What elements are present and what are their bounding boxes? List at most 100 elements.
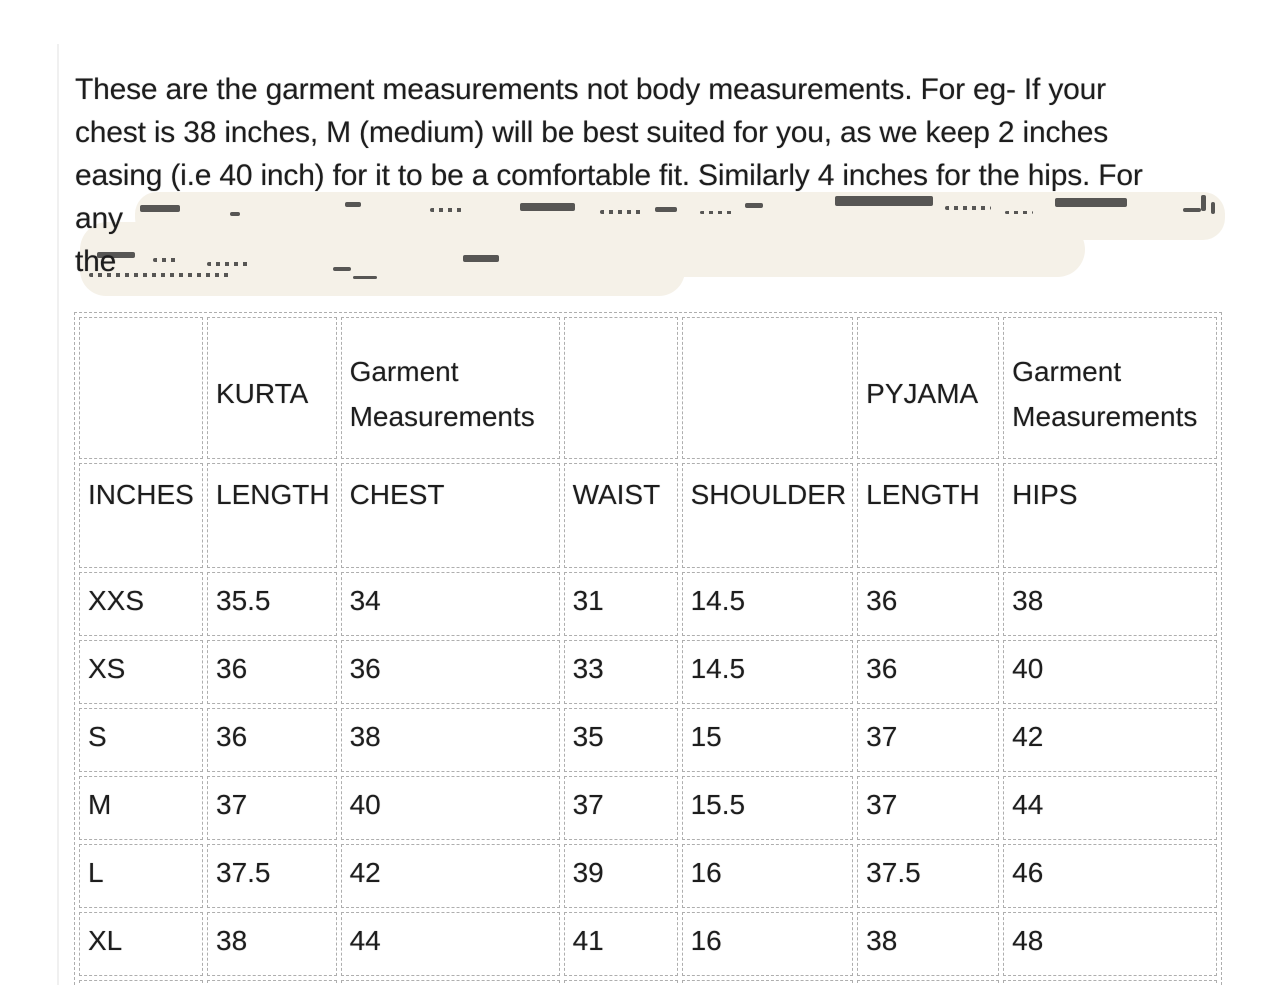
paragraph-line-4-redacted: any	[75, 197, 1205, 240]
size-label: S	[79, 708, 203, 772]
redaction-mark	[700, 211, 732, 214]
shoulder-value: 16	[681, 912, 854, 976]
redaction-mark	[97, 252, 135, 258]
size-row-xl: XL 38 44 41 16 38 48	[79, 912, 1218, 976]
kurta-length-value: 36	[207, 640, 337, 704]
kurta-length-value: 35.5	[207, 572, 337, 636]
waist-value: 39	[563, 844, 678, 908]
redaction-mark	[945, 206, 991, 210]
redaction-blob	[80, 238, 685, 296]
shoulder-value: 15	[681, 708, 854, 772]
redaction-mark	[1201, 195, 1206, 211]
paragraph-line-3: easing (i.e 40 inch) for it to be a comf…	[75, 159, 1143, 192]
kurta-group-header: KURTA	[207, 317, 337, 459]
column-header: SHOULDER	[681, 463, 854, 568]
waist-value: 33	[563, 640, 678, 704]
redaction-mark	[1183, 208, 1201, 212]
redaction-mark	[430, 208, 462, 212]
size-label: XL	[79, 912, 203, 976]
redaction-mark	[207, 262, 249, 266]
redaction-mark	[89, 273, 231, 277]
redaction-mark	[353, 276, 377, 279]
column-header: LENGTH	[207, 463, 337, 568]
redaction-mark	[333, 267, 351, 271]
redaction-mark	[1055, 198, 1127, 207]
chest-value: 46	[340, 980, 560, 985]
pyjama-length-value: 38	[857, 912, 1000, 976]
chest-value: 40	[340, 776, 560, 840]
column-header: INCHES	[79, 463, 203, 568]
column-header: LENGTH	[857, 463, 1000, 568]
chest-value: 44	[340, 912, 560, 976]
pyjama-length-value: 38	[857, 980, 1000, 985]
paragraph-line-1: These are the garment measurements not b…	[75, 73, 1106, 106]
pyjama-length-value: 37	[857, 776, 1000, 840]
hips-value: 38	[1003, 572, 1218, 636]
waist-value: 31	[563, 572, 678, 636]
chest-value: 36	[340, 640, 560, 704]
hips-value: 50	[1003, 980, 1218, 985]
paragraph-line-5-redacted: the	[75, 240, 1205, 283]
pyjama-length-value: 37	[857, 708, 1000, 772]
size-label: XXL	[79, 980, 203, 985]
size-label: XS	[79, 640, 203, 704]
size-row-xs: XS 36 36 33 14.5 36 40	[79, 640, 1218, 704]
hips-value: 48	[1003, 912, 1218, 976]
redaction-mark	[745, 203, 763, 208]
pyjama-length-value: 37.5	[857, 844, 1000, 908]
shoulder-value: 16.5	[681, 980, 854, 985]
size-label: L	[79, 844, 203, 908]
waist-value: 41	[563, 912, 678, 976]
pyjama-group-header: PYJAMA	[857, 317, 1000, 459]
hips-value: 40	[1003, 640, 1218, 704]
description-paragraph: These are the garment measurements not b…	[75, 68, 1225, 296]
hips-value: 46	[1003, 844, 1218, 908]
redacted-line-fragment: any	[75, 202, 123, 235]
empty-cell	[563, 317, 678, 459]
redaction-mark	[655, 207, 677, 212]
column-header: WAIST	[563, 463, 678, 568]
shoulder-value: 14.5	[681, 640, 854, 704]
redaction-mark	[520, 203, 575, 211]
waist-value: 43	[563, 980, 678, 985]
shoulder-value: 16	[681, 844, 854, 908]
hips-value: 42	[1003, 708, 1218, 772]
chest-value: 42	[340, 844, 560, 908]
kurta-length-value: 38	[207, 912, 337, 976]
redaction-mark	[345, 202, 361, 207]
group-header-row: KURTA Garment Measurements PYJAMA Garmen…	[79, 317, 1218, 459]
redaction-mark	[1005, 211, 1033, 214]
redacted-line-fragment: the	[75, 245, 117, 278]
shoulder-value: 15.5	[681, 776, 854, 840]
size-label: XXS	[79, 572, 203, 636]
size-row-m: M 37 40 37 15.5 37 44	[79, 776, 1218, 840]
size-chart-table: KURTA Garment Measurements PYJAMA Garmen…	[74, 312, 1223, 985]
waist-value: 37	[563, 776, 678, 840]
redaction-mark	[600, 210, 642, 214]
waist-value: 35	[563, 708, 678, 772]
chest-value: 38	[340, 708, 560, 772]
empty-cell	[681, 317, 854, 459]
kurta-length-value: 38	[207, 980, 337, 985]
chest-value: 34	[340, 572, 560, 636]
column-header-row: INCHES LENGTH CHEST WAIST SHOULDER LENGT…	[79, 463, 1218, 568]
redaction-mark	[1211, 202, 1215, 214]
hips-value: 44	[1003, 776, 1218, 840]
kurta-length-value: 36	[207, 708, 337, 772]
pyjama-measure-header: Garment Measurements	[1003, 317, 1218, 459]
size-label: M	[79, 776, 203, 840]
redaction-mark	[463, 255, 499, 262]
kurta-length-value: 37	[207, 776, 337, 840]
content-left-edge	[57, 44, 59, 985]
column-header: HIPS	[1003, 463, 1218, 568]
empty-cell	[79, 317, 203, 459]
size-row-s: S 36 38 35 15 37 42	[79, 708, 1218, 772]
redaction-mark	[140, 205, 180, 212]
redaction-mark	[153, 258, 179, 262]
paragraph-line-2: chest is 38 inches, M (medium) will be b…	[75, 116, 1109, 149]
redaction-mark	[835, 196, 933, 206]
pyjama-length-value: 36	[857, 640, 1000, 704]
kurta-length-value: 37.5	[207, 844, 337, 908]
shoulder-value: 14.5	[681, 572, 854, 636]
